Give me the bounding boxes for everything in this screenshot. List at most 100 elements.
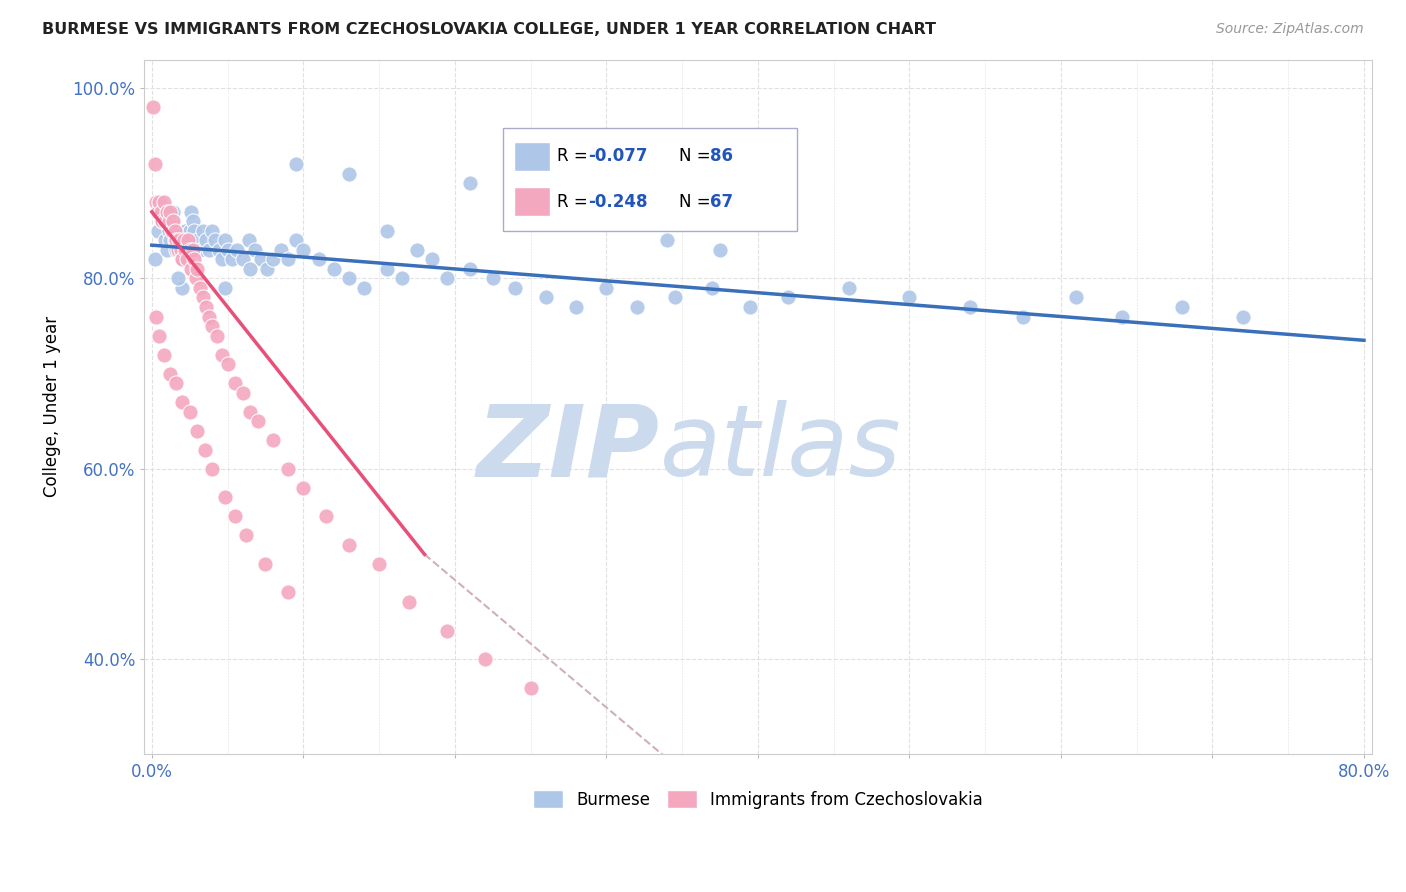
Point bbox=[250, 252, 273, 267]
Point bbox=[146, 204, 169, 219]
Point bbox=[157, 224, 180, 238]
Point bbox=[163, 233, 186, 247]
Point bbox=[315, 509, 337, 524]
Legend: Burmese, Immigrants from Czechoslovakia: Burmese, Immigrants from Czechoslovakia bbox=[526, 783, 990, 815]
Point bbox=[201, 318, 224, 333]
Point bbox=[146, 224, 169, 238]
Point bbox=[186, 233, 208, 247]
Point bbox=[201, 224, 224, 238]
Point bbox=[262, 252, 284, 267]
Point bbox=[838, 281, 860, 295]
Point bbox=[458, 261, 481, 276]
Point bbox=[181, 214, 204, 228]
Text: atlas: atlas bbox=[659, 401, 901, 497]
Point bbox=[174, 243, 197, 257]
Point bbox=[157, 214, 180, 228]
Point bbox=[166, 243, 188, 257]
Point bbox=[224, 376, 246, 391]
Point bbox=[664, 290, 686, 304]
Point bbox=[232, 252, 254, 267]
Point bbox=[353, 281, 375, 295]
Point bbox=[172, 395, 194, 409]
Point bbox=[224, 509, 246, 524]
Point bbox=[172, 281, 194, 295]
Point bbox=[143, 157, 166, 171]
Point bbox=[284, 157, 307, 171]
Text: ZIP: ZIP bbox=[477, 401, 659, 497]
Text: Source: ZipAtlas.com: Source: ZipAtlas.com bbox=[1216, 22, 1364, 37]
Point bbox=[165, 376, 187, 391]
Point bbox=[180, 204, 202, 219]
Point bbox=[375, 261, 398, 276]
Point bbox=[177, 233, 200, 247]
Point bbox=[169, 243, 191, 257]
Point bbox=[167, 233, 190, 247]
Point bbox=[1064, 290, 1087, 304]
Point bbox=[162, 214, 184, 228]
Point bbox=[474, 652, 496, 666]
Point bbox=[204, 233, 226, 247]
Point bbox=[179, 224, 201, 238]
Point bbox=[398, 595, 420, 609]
Point bbox=[595, 281, 617, 295]
Point bbox=[205, 328, 228, 343]
Point bbox=[169, 243, 191, 257]
Point bbox=[256, 261, 278, 276]
Point bbox=[148, 195, 170, 210]
Point bbox=[406, 243, 429, 257]
Point bbox=[165, 233, 187, 247]
Point bbox=[174, 224, 197, 238]
Point bbox=[1232, 310, 1254, 324]
Point bbox=[179, 243, 201, 257]
Point bbox=[277, 462, 299, 476]
Point bbox=[565, 300, 588, 314]
Point bbox=[375, 224, 398, 238]
Point bbox=[186, 424, 208, 438]
Point bbox=[155, 214, 177, 228]
Point bbox=[142, 100, 165, 114]
Text: BURMESE VS IMMIGRANTS FROM CZECHOSLOVAKIA COLLEGE, UNDER 1 YEAR CORRELATION CHAR: BURMESE VS IMMIGRANTS FROM CZECHOSLOVAKI… bbox=[42, 22, 936, 37]
Point bbox=[505, 281, 527, 295]
Point bbox=[214, 281, 236, 295]
Point bbox=[436, 271, 458, 285]
Point bbox=[239, 261, 262, 276]
Point bbox=[225, 243, 247, 257]
Point bbox=[194, 442, 217, 457]
Point bbox=[337, 538, 360, 552]
Point bbox=[198, 310, 221, 324]
Point bbox=[149, 195, 172, 210]
Point bbox=[149, 204, 172, 219]
Point bbox=[284, 233, 307, 247]
Point bbox=[959, 300, 981, 314]
Point bbox=[160, 224, 183, 238]
Point bbox=[148, 328, 170, 343]
Point bbox=[211, 348, 233, 362]
Point bbox=[166, 271, 188, 285]
Point bbox=[159, 367, 181, 381]
Point bbox=[152, 214, 174, 228]
Point bbox=[152, 214, 174, 228]
Point bbox=[534, 290, 557, 304]
Point bbox=[243, 243, 266, 257]
Point bbox=[238, 233, 260, 247]
Text: 67: 67 bbox=[710, 193, 733, 211]
Point bbox=[277, 252, 299, 267]
Point bbox=[778, 290, 800, 304]
Point bbox=[262, 434, 284, 448]
Point bbox=[145, 310, 167, 324]
Point bbox=[235, 528, 257, 542]
Point bbox=[153, 195, 176, 210]
Point bbox=[1171, 300, 1194, 314]
Text: R =: R = bbox=[557, 147, 593, 166]
Point bbox=[195, 300, 218, 314]
Point bbox=[153, 204, 176, 219]
Point bbox=[181, 243, 204, 257]
Point bbox=[207, 243, 229, 257]
Text: N =: N = bbox=[679, 193, 716, 211]
Point bbox=[322, 261, 344, 276]
Point bbox=[173, 233, 195, 247]
Point bbox=[458, 176, 481, 190]
Point bbox=[159, 204, 181, 219]
Point bbox=[740, 300, 762, 314]
Point bbox=[709, 243, 731, 257]
